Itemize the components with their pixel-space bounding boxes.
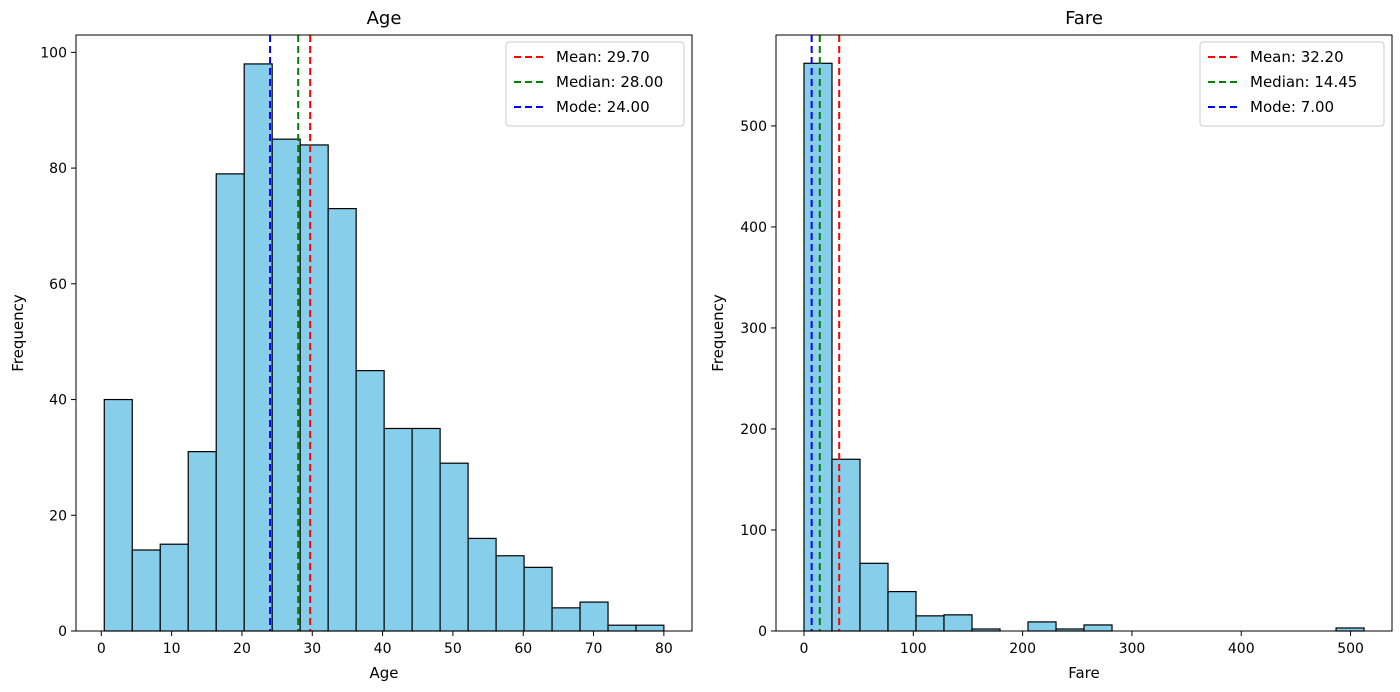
age-x-axis-ticks: 0 10 20 30 40 50 60 70 80 bbox=[97, 631, 673, 657]
fare-bar-5 bbox=[943, 614, 973, 632]
age-x-tick-label: 20 bbox=[233, 641, 251, 657]
fare-bars bbox=[803, 62, 1365, 632]
age-histogram-panel: Age 0 10 20 30 40 50 60 70 80 0 20 40 60 80 100 Age F… bbox=[9, 8, 693, 682]
fare-plot-frame bbox=[775, 34, 1393, 632]
fare-x-tick-label: 100 bbox=[900, 641, 927, 657]
age-bar-10 bbox=[383, 427, 413, 632]
age-legend: Mean: 29.70 Median: 28.00 Mode: 24.00 bbox=[505, 41, 685, 127]
fare-legend: Mean: 32.20 Median: 14.45 Mode: 7.00 bbox=[1199, 41, 1385, 127]
fare-chart-title: Fare bbox=[1065, 8, 1103, 29]
fare-bar-2 bbox=[859, 562, 889, 632]
age-x-tick-label: 0 bbox=[97, 641, 106, 657]
age-bar-7 bbox=[299, 144, 329, 632]
age-bar-8 bbox=[327, 207, 357, 632]
age-bar-3 bbox=[187, 451, 217, 632]
age-x-tick-label: 30 bbox=[303, 641, 321, 657]
age-bar-15 bbox=[523, 566, 553, 632]
age-bar-17 bbox=[579, 601, 609, 632]
fare-legend-label-2: Mode: 7.00 bbox=[1250, 98, 1334, 116]
fare-bar-1 bbox=[831, 458, 861, 632]
age-legend-label-1: Median: 28.00 bbox=[556, 73, 663, 91]
fare-y-tick-label: 400 bbox=[740, 220, 767, 236]
age-y-tick-label: 100 bbox=[40, 45, 67, 61]
fare-x-axis-ticks: 0 100 200 300 400 500 bbox=[800, 631, 1364, 657]
age-bar-19 bbox=[635, 624, 665, 632]
age-bar-13 bbox=[467, 537, 497, 632]
age-chart-title: Age bbox=[367, 8, 402, 29]
fare-legend-box bbox=[1199, 41, 1385, 127]
age-bar-5 bbox=[243, 63, 273, 632]
age-bar-4 bbox=[215, 173, 245, 632]
age-x-tick-label: 80 bbox=[655, 641, 673, 657]
fare-bar-8 bbox=[1027, 621, 1057, 632]
fare-y-axis-label: Frequency bbox=[709, 294, 727, 372]
age-bars bbox=[103, 63, 665, 632]
fare-bar-3 bbox=[887, 590, 917, 632]
age-y-tick-label: 60 bbox=[49, 277, 67, 293]
fare-y-tick-label: 0 bbox=[758, 624, 767, 640]
fare-y-tick-label: 300 bbox=[740, 321, 767, 337]
fare-bar-4 bbox=[915, 615, 945, 632]
age-x-tick-label: 60 bbox=[514, 641, 532, 657]
age-y-tick-label: 40 bbox=[49, 393, 67, 409]
age-x-tick-label: 70 bbox=[585, 641, 603, 657]
fare-reference-lines bbox=[810, 35, 841, 631]
fare-legend-label-1: Median: 14.45 bbox=[1250, 73, 1357, 91]
fare-y-tick-label: 100 bbox=[740, 523, 767, 539]
age-legend-box bbox=[505, 41, 685, 127]
fare-y-tick-label: 200 bbox=[740, 422, 767, 438]
age-bar-2 bbox=[159, 543, 189, 632]
fare-bar-10 bbox=[1083, 624, 1113, 632]
age-bar-16 bbox=[551, 607, 581, 632]
age-y-tick-label: 80 bbox=[49, 161, 67, 177]
fare-x-tick-label: 500 bbox=[1337, 641, 1364, 657]
age-bar-6 bbox=[271, 138, 301, 632]
fare-x-tick-label: 400 bbox=[1228, 641, 1255, 657]
fare-y-tick-label: 500 bbox=[740, 119, 767, 135]
age-y-tick-label: 20 bbox=[49, 508, 67, 524]
age-bar-18 bbox=[607, 624, 637, 632]
fare-y-axis-ticks: 0 100 200 300 400 500 bbox=[740, 119, 776, 640]
fare-x-tick-label: 300 bbox=[1119, 641, 1146, 657]
age-x-tick-label: 40 bbox=[374, 641, 392, 657]
age-bar-14 bbox=[495, 555, 525, 632]
age-y-axis-label: Frequency bbox=[9, 294, 27, 372]
fare-legend-label-0: Mean: 32.20 bbox=[1250, 48, 1344, 66]
age-plot-frame bbox=[75, 34, 693, 632]
age-y-tick-label: 0 bbox=[58, 624, 67, 640]
age-bar-12 bbox=[439, 462, 469, 632]
fare-bar-0 bbox=[803, 62, 833, 632]
fare-x-axis-label: Fare bbox=[1068, 664, 1100, 682]
age-bar-11 bbox=[411, 427, 441, 632]
age-legend-label-2: Mode: 24.00 bbox=[556, 98, 650, 116]
age-y-axis-ticks: 0 20 40 60 80 100 bbox=[40, 45, 76, 640]
fare-x-tick-label: 200 bbox=[1009, 641, 1036, 657]
age-bar-1 bbox=[131, 549, 161, 632]
age-x-axis-label: Age bbox=[369, 664, 398, 682]
fare-x-tick-label: 0 bbox=[800, 641, 809, 657]
age-x-tick-label: 50 bbox=[444, 641, 462, 657]
age-legend-label-0: Mean: 29.70 bbox=[556, 48, 650, 66]
age-reference-lines bbox=[269, 35, 312, 631]
age-bar-0 bbox=[103, 398, 133, 632]
age-bar-9 bbox=[355, 370, 385, 632]
age-x-tick-label: 10 bbox=[163, 641, 181, 657]
fare-histogram-panel: Fare 0 100 200 300 400 500 0 100 200 300 400 500 F… bbox=[709, 8, 1393, 682]
